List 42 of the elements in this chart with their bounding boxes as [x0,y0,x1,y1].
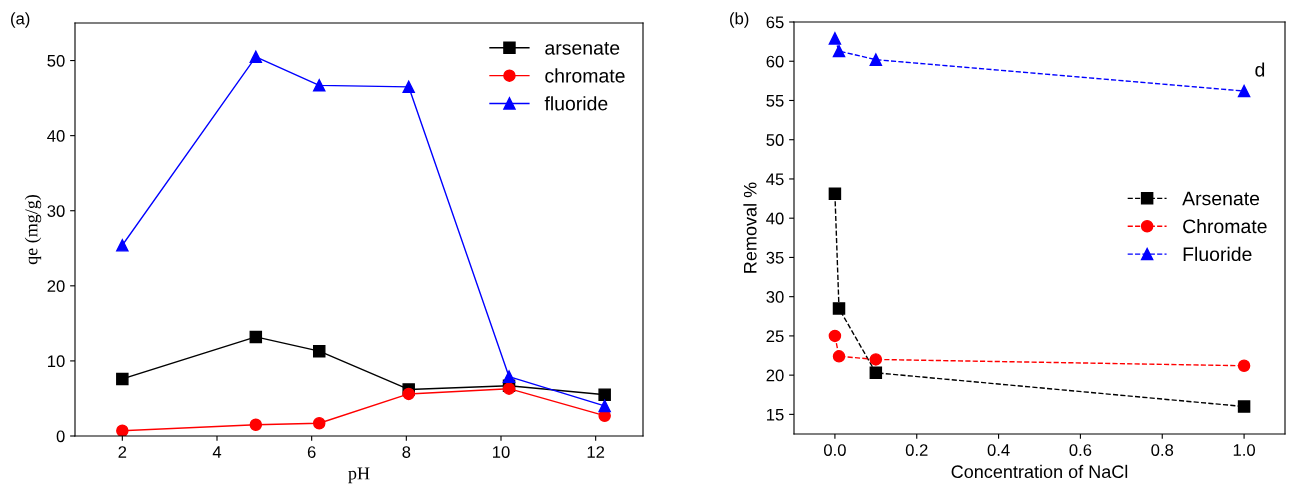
legend-label: Chromate [1183,218,1267,234]
y-tick-label: 60 [766,55,784,68]
y-tick-label: 15 [767,408,784,421]
legend-label: Fluoride [1183,246,1252,262]
x-tick-label: 0.0 [823,444,846,456]
y-tick-label: 20 [47,280,65,293]
text: (a) [11,12,30,28]
x-tick-label: 2 [118,446,127,458]
y-tick-label: 40 [47,130,65,142]
y-tick-label: 10 [48,355,65,368]
x-tick-label: 8 [402,446,411,458]
x-tick-label: 0.2 [905,444,928,456]
x-tick-label: 12 [587,446,605,458]
y-tick-label: 35 [766,251,784,264]
y-tick-label: 45 [766,173,784,186]
x-tick-label: 6 [307,446,316,458]
y-tick-label: 20 [766,369,784,382]
x-tick-label: 4 [212,446,222,458]
x-tick-label: 0.6 [1069,444,1092,456]
legend-label: fluoride [544,96,608,111]
y-tick-label: 40 [766,212,784,225]
y-tick-label: 50 [766,134,784,146]
y-axis-title: qe (mg/g) [24,194,42,265]
x-tick-label: 0.4 [987,444,1010,456]
y-tick-label: 25 [766,330,784,343]
x-tick-label: 0.8 [1151,444,1174,456]
legend-label: Arsenate [1182,191,1260,206]
y-axis-title: Removal % [743,182,757,273]
y-tick-label: 30 [47,205,65,217]
x-axis-title: pH [348,467,370,484]
x-tick-label: 10 [493,446,510,458]
y-tick-label: 55 [766,95,784,107]
x-tick-label: 1.0 [1233,444,1256,456]
y-tick-label: 0 [56,430,65,443]
legend-label: arsenate [545,42,620,55]
x-axis-title: Concentration of NaCl [951,464,1128,479]
y-tick-label: 30 [766,291,784,303]
annotation: d [1255,62,1265,77]
legend-label: chromate [545,68,625,83]
y-tick-label: 50 [47,54,65,67]
y-tick-label: 65 [766,16,784,29]
text: (b) [730,12,749,28]
